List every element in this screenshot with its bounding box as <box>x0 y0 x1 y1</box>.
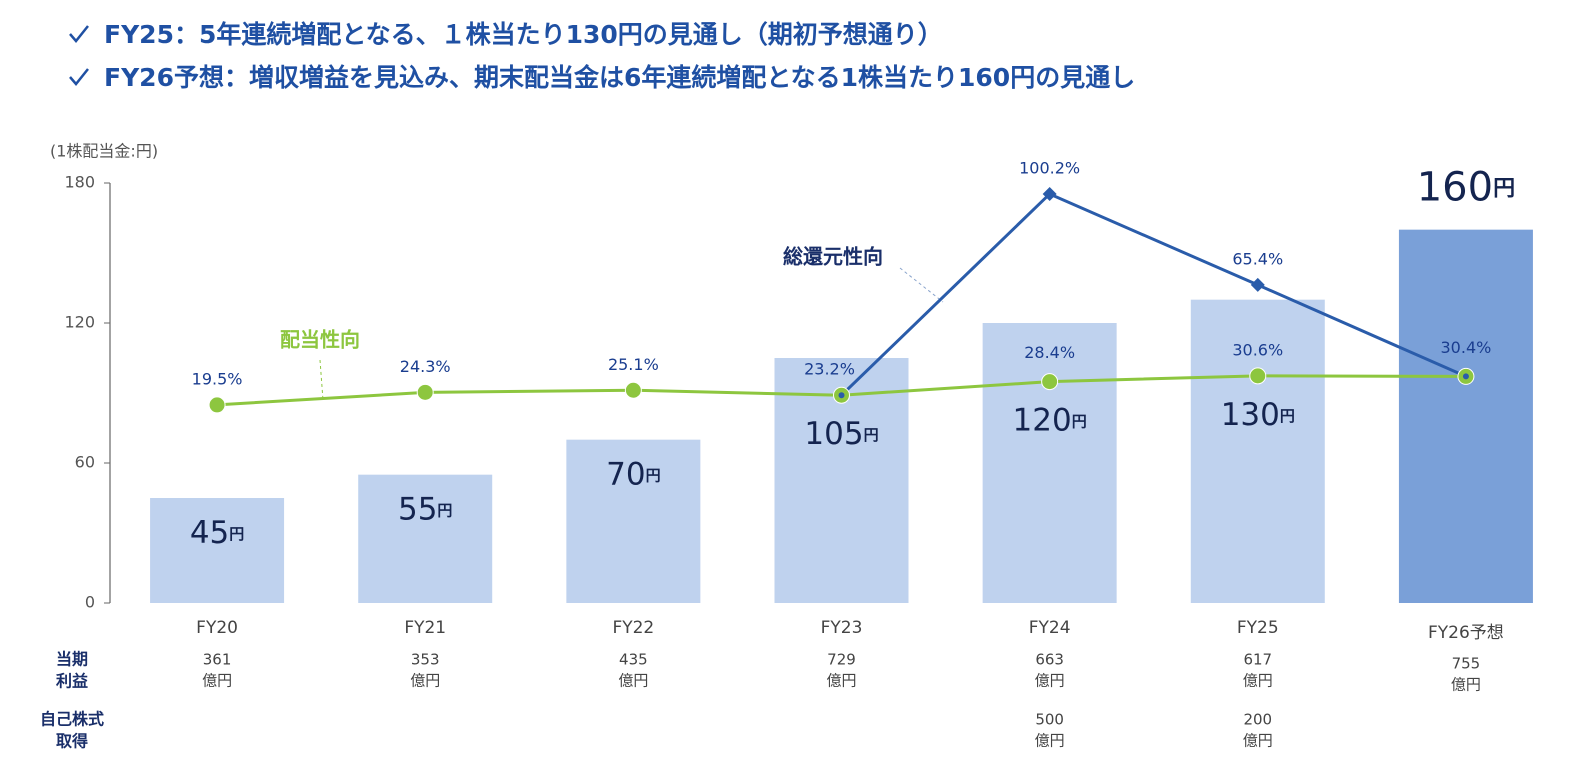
line-marker <box>1249 367 1267 385</box>
x-tick-label: FY24 <box>1029 618 1071 638</box>
headline: FY25：5年連続増配となる、１株当たり130円の見通し（期初予想通り） <box>104 20 943 49</box>
y-tick-label: 60 <box>75 453 95 472</box>
leader-line <box>899 267 944 303</box>
check-icon <box>69 68 89 86</box>
data-label: 100.2% <box>1019 158 1080 177</box>
leader-line <box>319 359 324 401</box>
headline: FY26予想：増収増益を見込み、期末配当金は6年連続増配となる1株当たり160円… <box>104 63 1135 92</box>
line-marker <box>416 383 434 401</box>
series-annotation: 総還元性向 <box>783 245 883 269</box>
bar-unit: 円 <box>1072 412 1087 430</box>
x-tick-label: FY20 <box>196 618 238 638</box>
table-value: 353 <box>411 651 440 669</box>
row-label: 利益 <box>56 672 88 691</box>
x-tick-label: FY25 <box>1237 618 1279 638</box>
table-value: 435 <box>619 651 648 669</box>
data-label: 65.4% <box>1232 249 1283 268</box>
bar <box>150 498 285 603</box>
table-value: 500 <box>1035 711 1064 729</box>
line-marker <box>838 392 845 399</box>
line-marker <box>1250 277 1265 292</box>
bar-value-label: 70円 <box>606 456 660 492</box>
table-unit: 億円 <box>1243 732 1273 750</box>
line-marker <box>624 381 642 399</box>
data-label: 28.4% <box>1024 343 1075 362</box>
bar-value-label: 120円 <box>1013 402 1087 438</box>
data-label: 25.1% <box>608 355 659 374</box>
row-label: 取得 <box>56 732 88 751</box>
x-tick-label: FY23 <box>821 618 863 638</box>
table-unit: 億円 <box>1035 672 1065 690</box>
bar <box>358 474 493 603</box>
bar-unit: 円 <box>1280 406 1295 424</box>
data-label: 23.2% <box>804 360 855 379</box>
bar-unit: 円 <box>437 501 452 519</box>
line-marker <box>208 396 226 414</box>
bar-unit: 円 <box>1493 177 1515 202</box>
bar-value: 45 <box>190 515 229 551</box>
bar-value-label: 160円 <box>1417 165 1515 211</box>
x-tick-label: FY26予想 <box>1428 623 1504 643</box>
y-tick-label: 120 <box>64 313 95 332</box>
table-unit: 億円 <box>410 672 440 690</box>
data-label: 30.4% <box>1441 338 1492 357</box>
table-value: 663 <box>1035 651 1064 669</box>
bar-value-label: 105円 <box>804 416 878 452</box>
bar <box>1398 229 1533 603</box>
bar-value: 105 <box>804 416 863 452</box>
table-value: 617 <box>1243 651 1272 669</box>
data-label: 30.6% <box>1232 340 1283 359</box>
check-icon <box>69 25 89 43</box>
line-marker <box>1041 373 1059 391</box>
table-value: 361 <box>203 651 232 669</box>
bar-value: 70 <box>606 456 645 492</box>
bar <box>566 439 701 603</box>
data-label: 24.3% <box>400 357 451 376</box>
unit-label: (1株配当金:円) <box>50 142 158 161</box>
table-unit: 億円 <box>826 672 856 690</box>
x-tick-label: FY21 <box>404 618 446 638</box>
bar-value: 120 <box>1013 402 1072 438</box>
y-tick-label: 0 <box>85 593 95 612</box>
table-value: 200 <box>1243 711 1272 729</box>
bar-unit: 円 <box>646 466 661 484</box>
bar-value: 130 <box>1221 396 1280 432</box>
line-marker <box>1042 186 1057 201</box>
series-annotation: 配当性向 <box>280 328 360 352</box>
bar-value-label: 45円 <box>190 515 244 551</box>
bar-value-label: 55円 <box>398 491 452 527</box>
table-unit: 億円 <box>202 672 232 690</box>
x-tick-label: FY22 <box>612 618 654 638</box>
table-unit: 億円 <box>1035 732 1065 750</box>
line-marker <box>1462 373 1469 380</box>
row-label: 当期 <box>56 650 88 669</box>
data-label: 19.5% <box>192 369 243 388</box>
table-unit: 億円 <box>618 672 648 690</box>
table-unit: 億円 <box>1451 676 1481 694</box>
bar-unit: 円 <box>229 525 244 543</box>
y-tick-label: 180 <box>64 173 95 192</box>
series-line <box>840 192 1467 397</box>
bar-unit: 円 <box>864 426 879 444</box>
bar-value: 55 <box>398 491 437 527</box>
bar-value: 160 <box>1417 165 1493 211</box>
table-value: 755 <box>1452 655 1481 673</box>
table-unit: 億円 <box>1243 672 1273 690</box>
table-value: 729 <box>827 651 856 669</box>
row-label: 自己株式 <box>40 710 104 729</box>
bar <box>1190 299 1325 603</box>
bar-value-label: 130円 <box>1221 396 1295 432</box>
bar <box>982 323 1117 603</box>
